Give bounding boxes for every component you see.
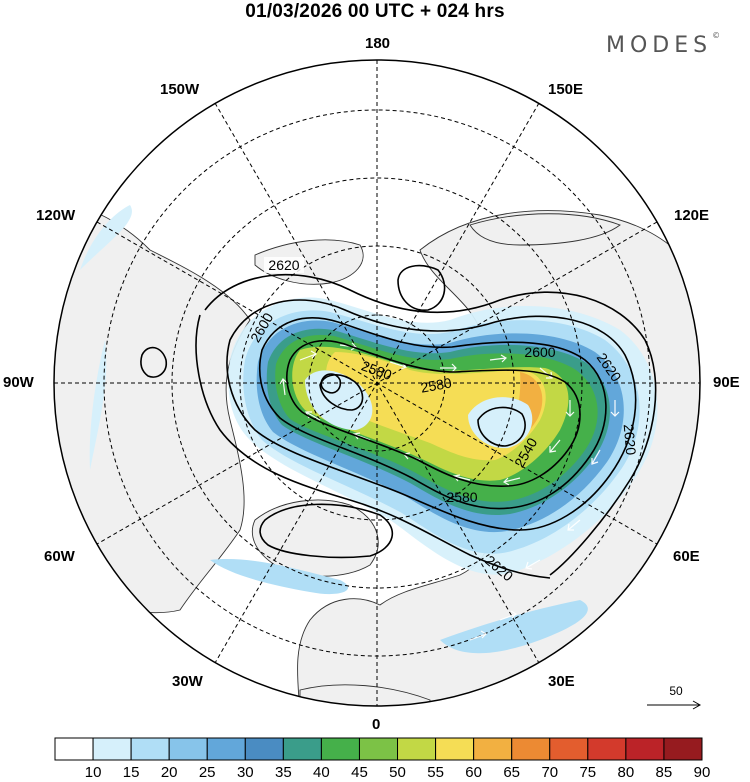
lon-label-30e: 30E <box>548 673 575 690</box>
colorbar <box>54 737 703 761</box>
map-border <box>53 59 701 707</box>
colorbar-tick-label: 80 <box>617 764 635 781</box>
lon-label-30w: 30W <box>172 673 203 690</box>
lon-label-120e: 120E <box>674 207 710 224</box>
colorbar-swatch <box>282 737 322 761</box>
lon-label-60e: 60E <box>673 548 700 565</box>
colorbar-tick-label: 85 <box>655 764 673 781</box>
wind-wisp-atlantic <box>210 559 349 595</box>
colorbar-tick-label: 15 <box>122 764 140 781</box>
colorbar-swatch <box>206 737 246 761</box>
lon-label-90w: 90W <box>3 374 34 391</box>
lon-label-150w: 150W <box>160 81 200 98</box>
colorbar-tick-label: 75 <box>579 764 597 781</box>
contour-2560 <box>286 339 581 487</box>
colorbar-tick-label: 45 <box>351 764 368 781</box>
contour-closed-small <box>320 373 342 394</box>
colorbar-swatch <box>435 737 475 761</box>
colorbar-tick-label: 60 <box>465 764 482 781</box>
colorbar-swatch <box>397 737 437 761</box>
colorbar-tick-label: 30 <box>236 764 254 781</box>
colorbar-tick-label: 50 <box>389 764 406 781</box>
wind-wisp-africa <box>440 600 588 654</box>
colorbar-swatch <box>168 737 208 761</box>
colorbar-tick-label: 70 <box>541 764 559 781</box>
colorbar-swatch <box>663 737 703 761</box>
contour-closed-pacific <box>140 346 168 378</box>
colorbar-swatch <box>473 737 513 761</box>
contour-label: 2580 <box>419 374 453 395</box>
contour-closed-north <box>397 264 446 311</box>
colorbar-tick-label: 40 <box>313 764 330 781</box>
lon-label-150e: 150E <box>548 81 584 98</box>
land-north-america <box>54 199 251 614</box>
land-alaska <box>254 239 364 285</box>
lon-label-120w: 120W <box>36 207 76 224</box>
colorbar-swatch <box>320 737 360 761</box>
contour-2540-east <box>477 406 526 447</box>
colorbar-tick-label: 90 <box>693 764 711 781</box>
contour-closed-atlantic <box>259 503 394 559</box>
contour-label: 2580 <box>446 489 477 505</box>
reference-vector-arrow <box>647 700 702 710</box>
contour-2600 <box>226 299 637 531</box>
height-contours <box>140 264 657 579</box>
wind-wisp-pacific-2 <box>89 340 107 470</box>
colorbar-tick-label: 20 <box>160 764 178 781</box>
contour-2620-main <box>195 273 657 579</box>
copyright-mark: © <box>712 31 721 40</box>
colorbar-swatch <box>244 737 284 761</box>
colorbar-swatch <box>54 737 94 761</box>
lon-label-180: 180 <box>365 35 391 52</box>
wind-vectors <box>279 342 620 641</box>
wind-wisp-pacific <box>80 205 132 270</box>
colorbar-tick-label: 65 <box>503 764 521 781</box>
colorbar-tick-label: 25 <box>198 764 216 781</box>
colorbar-tick-label: 35 <box>275 764 292 781</box>
colorbar-swatch <box>130 737 170 761</box>
contour-label: 2600 <box>524 344 555 360</box>
map-title: 01/03/2026 00 UTC + 024 hrs <box>245 1 505 22</box>
contour-2580 <box>258 317 607 510</box>
colorbar-swatch <box>549 737 589 761</box>
lon-label-60w: 60W <box>44 548 75 565</box>
contour-label: 2620 <box>621 423 640 456</box>
graticule <box>54 60 700 706</box>
wind-speed-shading <box>80 205 658 654</box>
lon-label-0: 0 <box>372 716 381 733</box>
colorbar-tick-label: 55 <box>427 764 444 781</box>
contour-label: 2620 <box>268 257 299 273</box>
lon-label-90e: 90E <box>713 374 740 391</box>
colorbar-tick-label: 10 <box>84 764 102 781</box>
colorbar-swatch <box>511 737 551 761</box>
land-siberia-east <box>469 213 621 246</box>
colorbar-swatch <box>92 737 132 761</box>
meridian-120e-60w <box>96 221 658 545</box>
colorbar-swatch <box>358 737 399 761</box>
colorbar-swatch <box>587 737 627 761</box>
modes-logo: MODES© <box>606 31 721 58</box>
colorbar-swatch <box>625 737 665 761</box>
reference-vector-label: 50 <box>669 684 683 698</box>
logo-text: MODES <box>606 33 713 58</box>
